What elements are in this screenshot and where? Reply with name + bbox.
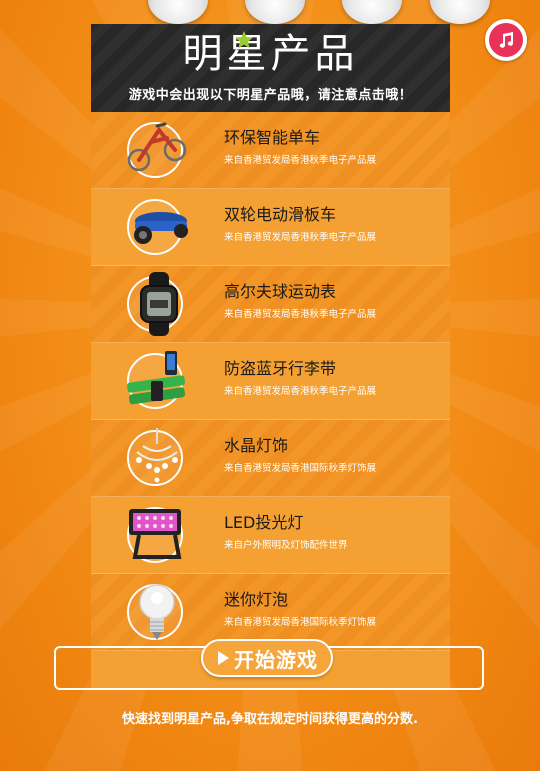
start-game-button[interactable]: 开始游戏: [201, 639, 333, 677]
play-icon: [218, 651, 229, 665]
product-item-hoverboard[interactable]: 双轮电动滑板车 来自香港贸发局香港秋季电子产品展: [91, 189, 450, 266]
product-source: 来自香港贸发局香港秋季电子产品展: [224, 386, 377, 397]
product-source: 来自户外照明及灯饰配件世界: [224, 540, 348, 551]
music-note-icon: [489, 23, 523, 57]
page-title: 明星产品: [182, 31, 359, 77]
product-name: 双轮电动滑板车: [224, 205, 337, 224]
product-thumb: [127, 430, 183, 486]
stage-light: [430, 0, 490, 24]
stage-light: [342, 0, 402, 24]
product-list: 环保智能单车 来自香港贸发局香港秋季电子产品展 双轮电动滑板车 来自香港贸发局香…: [91, 112, 450, 651]
product-name: 环保智能单车: [224, 128, 321, 147]
product-item-golf-watch[interactable]: 高尔夫球运动表 来自香港贸发局香港秋季电子产品展: [91, 266, 450, 343]
product-source: 来自香港贸发局香港国际秋季灯饰展: [224, 617, 377, 628]
product-panel: 明星产品 游戏中会出现以下明星产品哦，请注意点击哦！ 环保智能单车 来自香港贸发…: [91, 24, 450, 688]
product-source: 来自香港贸发局香港国际秋季灯饰展: [224, 463, 377, 474]
music-toggle-button[interactable]: [485, 19, 527, 61]
product-name: 水晶灯饰: [224, 436, 289, 455]
product-source: 来自香港贸发局香港秋季电子产品展: [224, 309, 377, 320]
star-icon: [235, 31, 253, 49]
product-name: 迷你灯泡: [224, 590, 289, 609]
product-source: 来自香港贸发局香港秋季电子产品展: [224, 232, 377, 243]
bicycle-icon: [127, 122, 187, 172]
panel-subtitle: 游戏中会出现以下明星产品哦，请注意点击哦！: [128, 88, 413, 103]
footer-hint: 快速找到明星产品,争取在规定时间获得更高的分数.: [122, 712, 418, 727]
product-item-bicycle[interactable]: 环保智能单车 来自香港贸发局香港秋季电子产品展: [91, 112, 450, 189]
stage-light: [148, 0, 208, 24]
watch-icon: [140, 272, 178, 336]
luggage-strap-icon: [126, 351, 186, 405]
stage-light: [245, 0, 305, 24]
hoverboard-icon: [134, 212, 188, 244]
floodlight-icon: [129, 509, 182, 559]
product-source: 来自香港贸发局香港秋季电子产品展: [224, 155, 377, 166]
chandelier-icon: [136, 428, 178, 483]
bulb-icon: [139, 584, 175, 640]
product-name: 高尔夫球运动表: [224, 282, 337, 301]
product-item-led-floodlight[interactable]: LED投光灯 来自户外照明及灯饰配件世界: [91, 497, 450, 574]
panel-header: 明星产品 游戏中会出现以下明星产品哦，请注意点击哦！: [91, 24, 450, 112]
start-button-label: 开始游戏: [234, 647, 318, 672]
product-item-mini-bulb[interactable]: 迷你灯泡 来自香港贸发局香港国际秋季灯饰展: [91, 574, 450, 651]
product-item-luggage-strap[interactable]: 防盗蓝牙行李带 来自香港贸发局香港秋季电子产品展: [91, 343, 450, 420]
product-name: 防盗蓝牙行李带: [224, 359, 337, 378]
product-item-chandelier[interactable]: 水晶灯饰 来自香港贸发局香港国际秋季灯饰展: [91, 420, 450, 497]
product-name: LED投光灯: [224, 513, 304, 532]
